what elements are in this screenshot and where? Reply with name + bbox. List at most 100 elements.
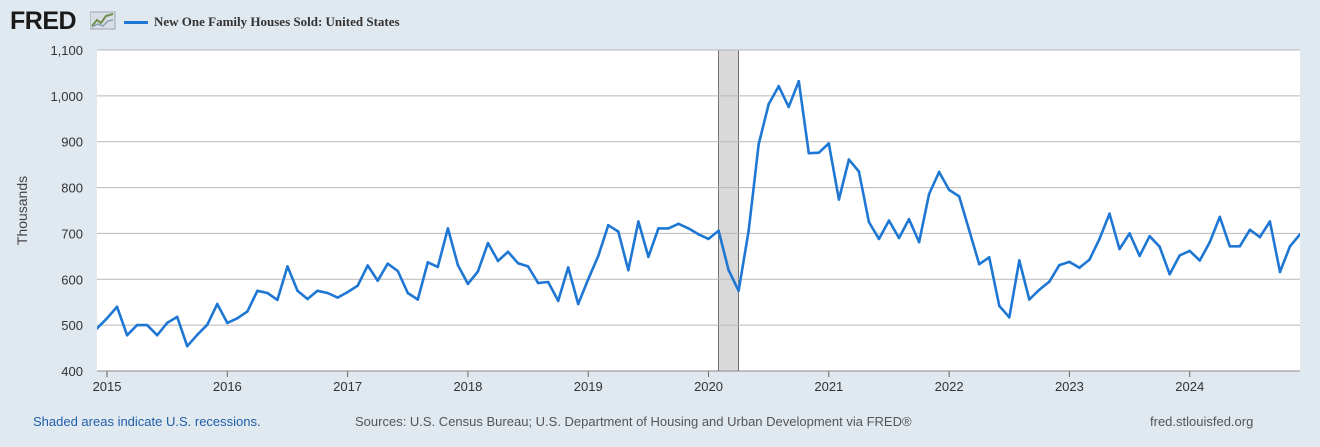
- data-point: [707, 237, 710, 241]
- data-point: [1208, 240, 1212, 244]
- data-point: [717, 229, 720, 232]
- y-tick-label: 800: [61, 181, 83, 196]
- data-point: [205, 323, 209, 326]
- data-point: [316, 289, 319, 293]
- data-point: [306, 297, 309, 301]
- data-point: [446, 227, 450, 230]
- data-point: [185, 344, 189, 348]
- data-point: [466, 282, 470, 286]
- data-point: [1238, 244, 1242, 248]
- site-link[interactable]: fred.stlouisfed.org: [1150, 414, 1254, 429]
- data-point: [406, 291, 410, 295]
- data-point: [987, 255, 991, 259]
- data-point: [797, 79, 801, 83]
- x-tick-label: 2019: [574, 379, 603, 394]
- data-point: [827, 142, 831, 145]
- data-point: [556, 299, 560, 303]
- data-point: [1038, 288, 1041, 292]
- data-point: [777, 84, 780, 88]
- data-point: [1178, 254, 1181, 257]
- data-point: [737, 289, 740, 293]
- data-point: [1248, 228, 1252, 232]
- data-point: [1108, 212, 1111, 216]
- data-point: [727, 268, 730, 272]
- data-point: [426, 261, 430, 264]
- sources-text: Sources: U.S. Census Bureau; U.S. Depart…: [355, 414, 912, 429]
- data-point: [697, 233, 700, 236]
- data-point: [907, 217, 911, 221]
- data-point: [266, 291, 269, 295]
- data-point: [1228, 244, 1232, 248]
- recession-note[interactable]: Shaded areas indicate U.S. recessions.: [33, 414, 261, 429]
- data-point: [165, 321, 169, 325]
- data-point: [747, 229, 750, 233]
- data-point: [887, 219, 891, 222]
- data-point: [1068, 260, 1071, 264]
- data-point: [1088, 258, 1091, 261]
- data-point: [1098, 237, 1101, 241]
- data-point: [837, 198, 841, 201]
- x-tick-label: 2020: [694, 379, 723, 394]
- data-point: [115, 305, 119, 309]
- data-point: [586, 277, 590, 281]
- data-point: [1138, 254, 1141, 258]
- data-point: [376, 279, 380, 282]
- data-point: [957, 194, 961, 198]
- data-point: [897, 236, 901, 240]
- x-tick-label: 2022: [935, 379, 964, 394]
- data-point: [1298, 233, 1300, 236]
- fred-logo[interactable]: FRED: [10, 7, 77, 35]
- data-point: [216, 302, 219, 306]
- data-point: [817, 151, 821, 155]
- data-point: [276, 298, 279, 302]
- data-point: [617, 230, 620, 233]
- data-point: [767, 102, 770, 106]
- y-tick-label: 500: [61, 318, 83, 333]
- data-point: [286, 265, 289, 268]
- data-point: [977, 262, 981, 266]
- data-point: [807, 151, 811, 155]
- y-tick-label: 600: [61, 272, 83, 287]
- data-point: [1048, 280, 1051, 283]
- recession-shading: [718, 49, 739, 372]
- y-tick-label: 700: [61, 226, 83, 241]
- data-point: [536, 281, 540, 285]
- data-point: [516, 261, 520, 265]
- data-point: [1018, 259, 1021, 262]
- data-point: [386, 262, 390, 265]
- data-point: [857, 170, 861, 173]
- data-point: [476, 270, 480, 273]
- data-point: [456, 263, 460, 267]
- data-point: [967, 228, 971, 232]
- data-point: [1078, 266, 1081, 270]
- data-point: [346, 290, 349, 294]
- x-tick-label: 2021: [814, 379, 843, 394]
- data-point: [486, 241, 490, 245]
- data-point: [657, 227, 660, 230]
- data-point: [1188, 249, 1192, 253]
- data-point: [1258, 235, 1262, 239]
- fred-chart-icon: [90, 11, 116, 30]
- data-point: [135, 323, 139, 327]
- data-point: [847, 158, 851, 161]
- data-point: [927, 192, 931, 196]
- data-point: [1218, 215, 1222, 219]
- x-tick-label: 2023: [1055, 379, 1084, 394]
- data-point: [175, 315, 179, 319]
- legend-line-swatch: [124, 21, 148, 24]
- data-point: [1058, 263, 1061, 267]
- y-tick-label: 1,000: [50, 89, 83, 104]
- data-point: [647, 255, 650, 259]
- data-point: [226, 321, 229, 325]
- data-point: [1128, 232, 1131, 235]
- data-point: [877, 237, 881, 241]
- data-point: [105, 316, 109, 320]
- data-point: [917, 240, 921, 244]
- data-point: [937, 170, 941, 174]
- data-point: [526, 265, 530, 268]
- data-point: [1158, 245, 1161, 249]
- data-point: [1028, 298, 1031, 301]
- data-point: [1168, 272, 1171, 276]
- data-point: [155, 333, 159, 337]
